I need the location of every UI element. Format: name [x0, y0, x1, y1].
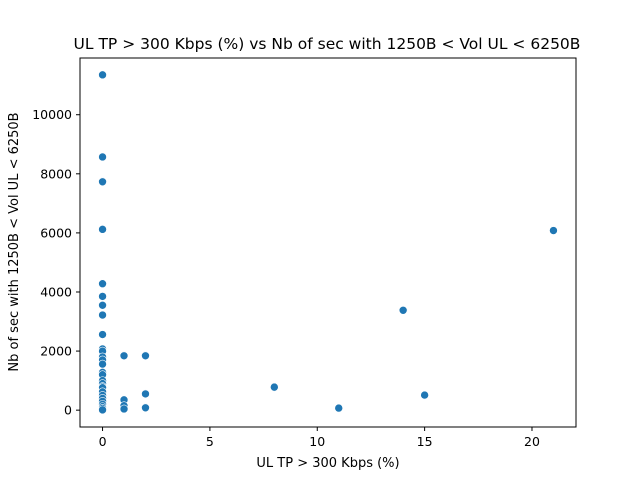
data-point — [549, 226, 558, 235]
data-point — [98, 279, 107, 289]
data-point — [98, 330, 107, 339]
data-point — [98, 152, 107, 162]
x-axis-label: UL TP > 300 Kbps (%) — [256, 456, 399, 471]
y-tick-label: 2000 — [40, 344, 72, 359]
x-tick-label: 15 — [417, 434, 433, 449]
data-point — [98, 70, 107, 80]
x-axis-ticks: 0 5 10 15 20 — [99, 427, 540, 449]
x-tick-label: 10 — [309, 434, 325, 449]
y-tick-label: 8000 — [40, 166, 72, 181]
data-point — [98, 225, 107, 234]
y-tick-label: 10000 — [32, 107, 72, 122]
chart-title: UL TP > 300 Kbps (%) vs Nb of sec with 1… — [74, 35, 581, 53]
y-tick-label: 4000 — [40, 284, 72, 299]
data-point — [98, 292, 107, 301]
data-point — [98, 177, 107, 187]
data-point — [420, 390, 429, 400]
x-tick-label: 0 — [99, 434, 107, 449]
data-point — [98, 310, 107, 320]
data-point — [398, 306, 408, 315]
data-point — [98, 300, 107, 310]
plot-area — [79, 57, 577, 428]
y-tick-label: 6000 — [40, 225, 72, 240]
data-point — [270, 382, 279, 392]
data-points — [98, 70, 558, 415]
data-point — [334, 403, 344, 413]
y-tick-label: 0 — [64, 403, 72, 418]
data-point — [141, 389, 150, 399]
x-tick-label: 20 — [524, 434, 540, 449]
data-point — [98, 359, 107, 369]
data-point — [141, 351, 150, 361]
data-point — [119, 404, 129, 414]
data-point — [98, 405, 107, 415]
plot-frame — [79, 57, 577, 428]
y-axis-ticks: 0 2000 4000 6000 8000 10000 — [32, 107, 80, 418]
data-point — [141, 403, 150, 413]
data-point — [119, 351, 129, 361]
x-tick-label: 5 — [206, 434, 214, 449]
y-axis-label: Nb of sec with 1250B < Vol UL < 6250B — [7, 112, 22, 371]
